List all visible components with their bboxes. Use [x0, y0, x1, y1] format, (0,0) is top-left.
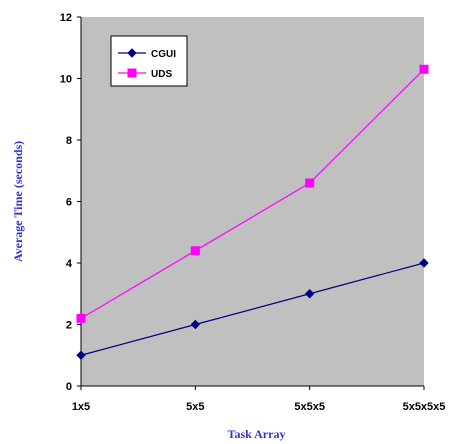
legend-item-cgui: CGUI [118, 48, 176, 60]
y-tick-label: 12 [60, 12, 72, 24]
y-tick-label: 8 [66, 135, 72, 147]
cgui-point [304, 289, 315, 299]
uds-line [80, 68, 425, 319]
y-tick-label: 0 [66, 381, 72, 393]
series-uds [76, 64, 429, 323]
y-tick-label: 6 [66, 197, 72, 209]
x-tick-label: 5x5x5x5 [403, 401, 446, 413]
uds-point [76, 313, 86, 323]
cgui-line [80, 262, 425, 356]
x-tick-label: 1x5 [72, 401, 90, 413]
y-tick-label: 10 [60, 74, 72, 86]
legend-label: CGUI [151, 49, 176, 60]
x-axis-title: Task Array [228, 427, 286, 441]
uds-point [190, 246, 200, 256]
y-axis-title: Average Time (seconds) [11, 141, 25, 262]
uds-point [305, 178, 315, 188]
legend: CGUI UDS [110, 35, 188, 87]
x-tick-label: 5x5 [186, 401, 204, 413]
x-tick-label: 5x5x5 [294, 401, 325, 413]
cgui-point [76, 350, 86, 360]
cgui-point [419, 258, 429, 268]
legend-label: UDS [151, 69, 172, 80]
legend-item-uds: UDS [118, 68, 172, 80]
cgui-point [190, 319, 201, 330]
legend-marker [127, 48, 137, 58]
legend-marker [127, 68, 137, 78]
y-tick-label: 4 [66, 258, 73, 270]
legend-box [110, 35, 188, 87]
y-tick-label: 2 [66, 320, 72, 332]
series-cgui [76, 258, 429, 360]
uds-point [419, 64, 429, 74]
